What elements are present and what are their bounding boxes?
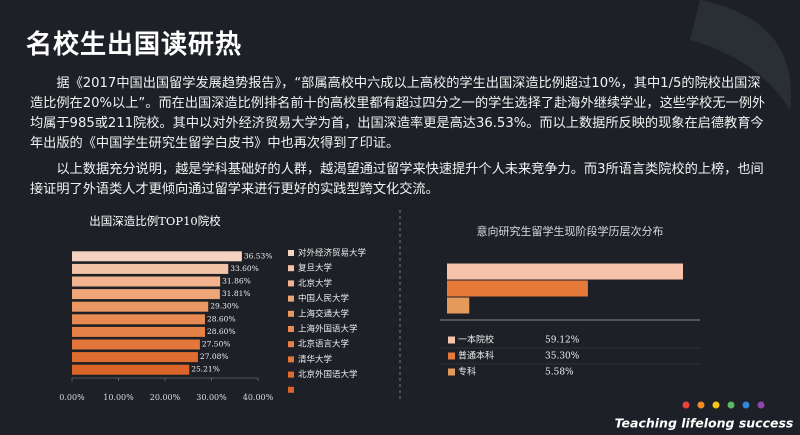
dot — [757, 401, 765, 409]
legend-swatch — [288, 310, 294, 317]
legend-swatch — [288, 386, 294, 393]
legend-label: 北京大学 — [298, 278, 333, 289]
legend-value: 5.58% — [545, 368, 574, 378]
legend-label: 普通本科 — [458, 350, 494, 362]
bar-value-label: 27.08% — [200, 352, 229, 361]
x-tick-label: 30.00% — [196, 393, 227, 402]
footer-dots — [682, 401, 765, 409]
chart-title: 出国深造比例TOP10院校 — [89, 214, 221, 228]
legend-swatch — [288, 280, 294, 287]
legend-label: 复旦大学 — [298, 263, 333, 274]
bar — [72, 263, 229, 274]
bar-value-label: 29.30% — [210, 302, 239, 311]
bar — [72, 276, 221, 287]
bar — [447, 280, 588, 297]
footer-slogan: Teaching lifelong success — [615, 416, 794, 431]
legend-swatch — [288, 326, 294, 332]
dot — [682, 401, 690, 409]
bar — [72, 301, 209, 312]
bar — [72, 364, 190, 375]
legend-value: 35.30% — [545, 352, 580, 362]
bar — [447, 297, 470, 314]
x-tick-label: 40.00% — [243, 393, 274, 402]
bar-value-label: 25.21% — [191, 365, 220, 374]
body-text: 据《2017中国出国留学发展趋势报告》，“部属高校中六成以上高校的学生出国深造比… — [30, 74, 772, 206]
legend-swatch — [288, 341, 294, 348]
bar-value-label: 28.60% — [207, 314, 236, 323]
paragraph: 据《2017中国出国留学发展趋势报告》，“部属高校中六成以上高校的学生出国深造比… — [30, 76, 766, 151]
legend-swatch — [448, 368, 455, 376]
bar — [72, 326, 205, 337]
bar — [447, 263, 683, 280]
bar-value-label: 31.86% — [222, 277, 251, 286]
decor-swoosh — [690, 0, 791, 110]
legend-label: 专科 — [458, 366, 476, 378]
legend-label: 上海外国语大学 — [298, 324, 358, 335]
legend-swatch — [288, 295, 294, 302]
x-tick-label: 0.00% — [59, 393, 85, 402]
bar-value-label: 36.53% — [244, 251, 273, 260]
legend-swatch — [448, 336, 455, 344]
dot — [712, 401, 720, 409]
x-tick-label: 10.00% — [103, 393, 134, 402]
chart-title: 意向研究生留学生现阶段学历层次分布 — [477, 224, 664, 238]
dot — [742, 401, 750, 409]
bar-value-label: 31.81% — [222, 289, 251, 298]
dot — [727, 401, 735, 409]
slide-title: 名校生出国读研热 — [26, 30, 243, 60]
legend-label: 中国人民大学 — [298, 293, 350, 304]
legend-label: 北京外国语大学 — [298, 369, 358, 380]
x-tick-label: 20.00% — [150, 393, 181, 402]
bar — [72, 339, 200, 350]
legend-swatch — [288, 250, 294, 256]
legend-label: 北京语言大学 — [298, 339, 350, 350]
dot — [697, 401, 705, 409]
legend-swatch — [288, 356, 294, 363]
bar-value-label: 28.60% — [207, 327, 236, 336]
bar — [72, 251, 242, 262]
legend-value: 59.12% — [545, 336, 580, 346]
bar-value-label: 33.60% — [230, 264, 259, 273]
legend-swatch — [448, 352, 455, 360]
paragraph: 以上数据充分说明，越是学科基础好的人群，越渴望通过留学来快速提升个人未来竞争力。… — [30, 162, 764, 197]
bar — [72, 314, 205, 325]
legend-label: 一本院校 — [458, 334, 494, 346]
legend-label: 对外经济贸易大学 — [298, 248, 367, 259]
legend-swatch — [288, 265, 294, 272]
legend-label: 清华大学 — [298, 354, 333, 365]
bar — [72, 352, 198, 363]
legend-swatch — [288, 371, 294, 378]
bar-value-label: 27.50% — [202, 340, 231, 349]
bar — [72, 289, 220, 300]
legend-label: 上海交通大学 — [298, 308, 350, 319]
